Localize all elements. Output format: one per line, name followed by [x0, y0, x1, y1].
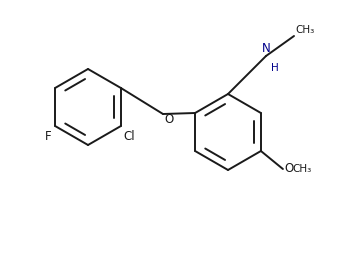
Text: O: O — [164, 113, 173, 126]
Text: Cl: Cl — [123, 130, 135, 143]
Text: F: F — [45, 130, 51, 143]
Text: N: N — [262, 42, 270, 55]
Text: O: O — [284, 162, 293, 176]
Text: CH₃: CH₃ — [292, 164, 311, 174]
Text: H: H — [271, 63, 279, 73]
Text: CH₃: CH₃ — [295, 25, 314, 35]
